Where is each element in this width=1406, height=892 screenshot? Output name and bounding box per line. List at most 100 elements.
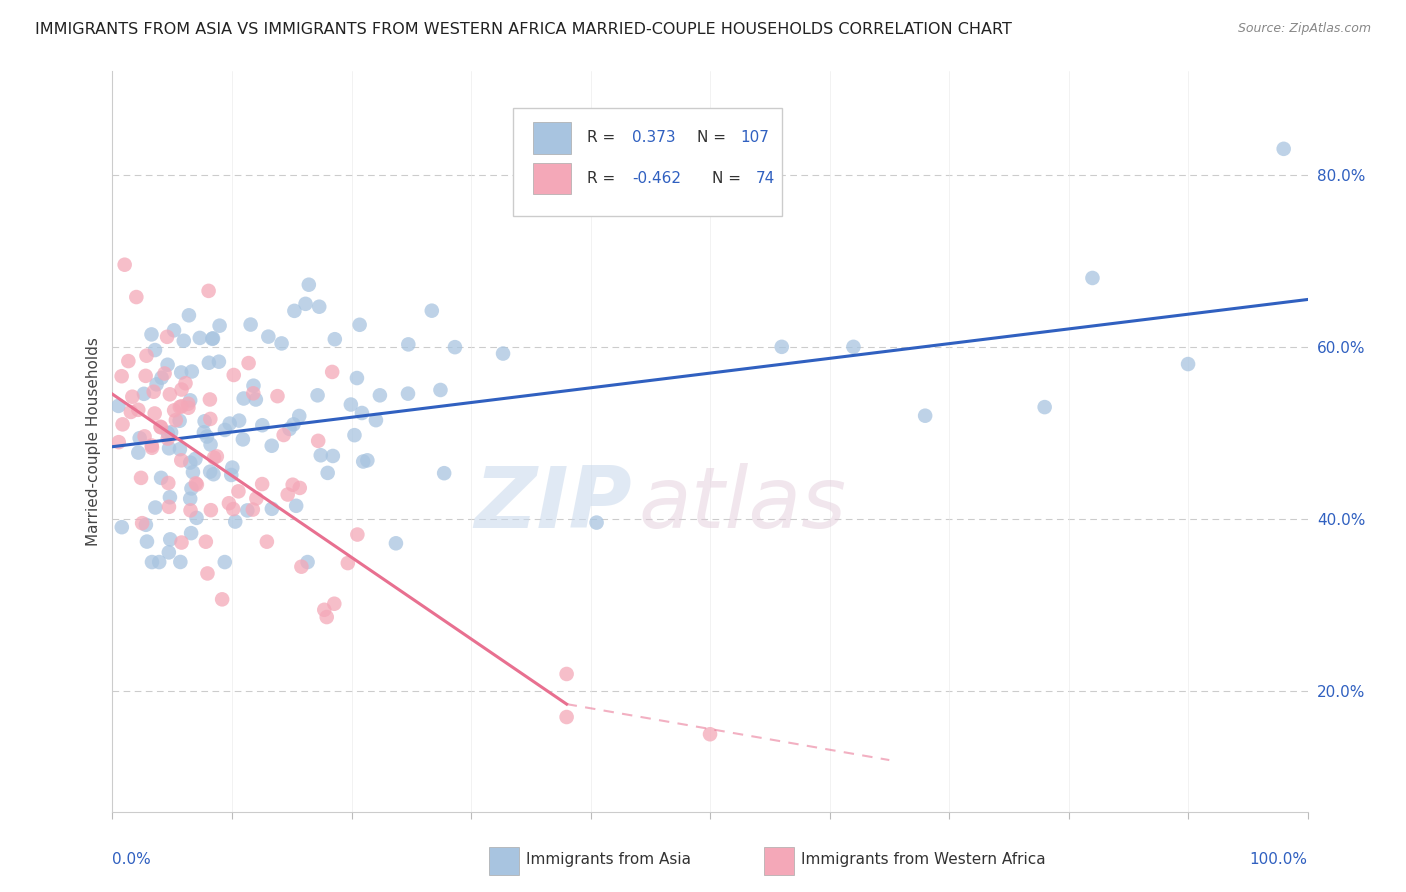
Point [208, 318, 231, 333]
Point [149, 420, 172, 434]
Point [198, 392, 221, 407]
Point [307, 434, 329, 448]
Point [135, 368, 157, 383]
Point [288, 481, 311, 495]
Point [163, 323, 186, 337]
Point [315, 610, 337, 624]
Point [283, 417, 305, 432]
Point [186, 477, 208, 491]
Point [165, 413, 187, 427]
Point [128, 431, 150, 445]
Point [170, 453, 193, 467]
FancyBboxPatch shape [533, 163, 571, 194]
Point [346, 371, 368, 385]
Point [169, 414, 191, 428]
Point [252, 418, 274, 433]
Point [202, 450, 225, 465]
Point [111, 417, 134, 432]
Text: 74: 74 [755, 171, 775, 186]
Point [278, 422, 301, 436]
Point [141, 327, 163, 342]
Point [201, 331, 224, 345]
Point [321, 365, 343, 379]
Point [159, 533, 181, 547]
Point [170, 535, 193, 549]
Point [699, 727, 721, 741]
Text: 100.0%: 100.0% [1250, 853, 1308, 867]
Point [169, 555, 191, 569]
Text: R =: R = [586, 130, 620, 145]
Point [201, 332, 224, 346]
Point [117, 354, 139, 368]
Point [177, 401, 200, 415]
Point [218, 496, 240, 510]
Point [180, 364, 202, 378]
Point [260, 439, 283, 453]
Point [111, 369, 134, 384]
Point [238, 356, 260, 370]
Point [298, 277, 321, 292]
Point [142, 384, 165, 399]
Point [157, 500, 180, 514]
Text: IMMIGRANTS FROM ASIA VS IMMIGRANTS FROM WESTERN AFRICA MARRIED-COUPLE HOUSEHOLDS: IMMIGRANTS FROM ASIA VS IMMIGRANTS FROM … [35, 22, 1012, 37]
Point [214, 555, 236, 569]
Point [156, 432, 179, 446]
Point [173, 334, 195, 348]
Point [1177, 357, 1199, 371]
Point [200, 503, 222, 517]
Point [156, 330, 179, 344]
Point [179, 456, 201, 470]
Point [141, 438, 163, 452]
Point [1272, 142, 1295, 156]
Point [184, 451, 207, 466]
Point [340, 398, 363, 412]
Point [186, 511, 208, 525]
Point [294, 297, 316, 311]
Point [180, 482, 202, 496]
Point [136, 534, 159, 549]
Point [842, 340, 865, 354]
Point [364, 413, 387, 427]
Point [256, 534, 278, 549]
Point [492, 346, 515, 360]
Point [309, 448, 332, 462]
Point [1081, 271, 1104, 285]
FancyBboxPatch shape [489, 847, 519, 875]
Point [129, 471, 152, 485]
Text: N =: N = [697, 130, 725, 145]
Point [323, 332, 346, 346]
Point [198, 356, 221, 370]
Point [288, 409, 311, 423]
Point [257, 329, 280, 343]
Point [202, 467, 225, 482]
Point [179, 393, 201, 408]
Point [368, 388, 391, 402]
Text: 0.373: 0.373 [633, 130, 676, 145]
Point [157, 545, 180, 559]
Point [205, 450, 228, 464]
Point [160, 425, 183, 440]
Point [200, 437, 222, 451]
Point [153, 367, 176, 381]
Point [314, 603, 336, 617]
Text: 0.0%: 0.0% [112, 853, 152, 867]
Point [198, 465, 221, 479]
Point [156, 425, 179, 440]
Point [150, 471, 173, 485]
Point [197, 566, 219, 581]
Point [349, 318, 371, 332]
Point [150, 370, 173, 384]
Point [170, 399, 193, 413]
Text: ZIP: ZIP [475, 463, 633, 546]
Point [188, 331, 211, 345]
Point [433, 466, 456, 480]
Point [250, 477, 273, 491]
Point [179, 491, 201, 506]
Text: 107: 107 [740, 130, 769, 145]
Point [336, 556, 359, 570]
Point [145, 377, 167, 392]
Point [385, 536, 408, 550]
Point [283, 303, 305, 318]
Point [307, 388, 329, 402]
Point [260, 501, 283, 516]
